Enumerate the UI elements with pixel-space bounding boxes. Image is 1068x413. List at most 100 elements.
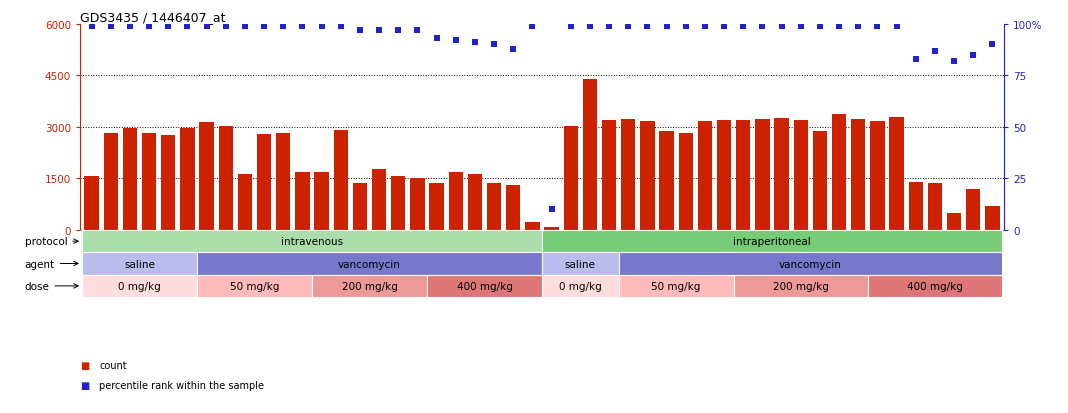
Point xyxy=(409,28,426,34)
Bar xyxy=(618,275,734,297)
Text: 50 mg/kg: 50 mg/kg xyxy=(651,281,701,291)
Bar xyxy=(541,230,1002,253)
Text: vancomycin: vancomycin xyxy=(339,259,400,269)
Bar xyxy=(986,206,1000,230)
Bar xyxy=(391,176,406,230)
Bar xyxy=(870,121,884,230)
Text: 0 mg/kg: 0 mg/kg xyxy=(559,281,601,291)
Bar xyxy=(755,120,770,230)
Point xyxy=(735,24,752,30)
Bar xyxy=(813,132,827,230)
Bar xyxy=(851,120,865,230)
Bar xyxy=(276,134,290,230)
Bar xyxy=(717,121,732,230)
Point xyxy=(600,24,617,30)
Bar xyxy=(564,126,578,230)
Bar xyxy=(734,275,868,297)
Bar xyxy=(909,183,923,230)
Point xyxy=(274,24,292,30)
Text: dose: dose xyxy=(25,281,78,291)
Bar xyxy=(427,275,541,297)
Bar xyxy=(468,175,482,230)
Bar xyxy=(142,134,156,230)
Text: 400 mg/kg: 400 mg/kg xyxy=(907,281,963,291)
Bar xyxy=(257,135,271,230)
Text: count: count xyxy=(99,361,127,370)
Point xyxy=(83,24,100,30)
Bar xyxy=(197,275,312,297)
Bar xyxy=(947,214,961,230)
Point xyxy=(160,24,177,30)
Point xyxy=(467,40,484,47)
Bar xyxy=(868,275,1002,297)
Text: 400 mg/kg: 400 mg/kg xyxy=(457,281,513,291)
Point xyxy=(984,42,1001,49)
Text: vancomycin: vancomycin xyxy=(779,259,842,269)
Point xyxy=(658,24,675,30)
Bar xyxy=(200,122,214,230)
Bar xyxy=(197,253,541,275)
Text: agent: agent xyxy=(25,259,78,269)
Point xyxy=(294,24,311,30)
Bar xyxy=(545,227,559,230)
Point xyxy=(217,24,234,30)
Bar xyxy=(295,172,310,230)
Text: protocol: protocol xyxy=(25,237,78,247)
Point xyxy=(812,24,829,30)
Point xyxy=(773,24,790,30)
Bar xyxy=(794,121,808,230)
Bar xyxy=(312,275,427,297)
Bar xyxy=(104,134,117,230)
Bar xyxy=(602,121,616,230)
Bar xyxy=(84,177,98,230)
Point xyxy=(945,59,962,65)
Point xyxy=(332,24,349,30)
Bar xyxy=(659,132,674,230)
Bar xyxy=(640,121,655,230)
Point xyxy=(792,24,810,30)
Point xyxy=(581,24,598,30)
Bar xyxy=(678,134,693,230)
Bar xyxy=(372,169,387,230)
Point xyxy=(371,28,388,34)
Bar xyxy=(622,120,635,230)
Point xyxy=(926,48,943,55)
Text: ■: ■ xyxy=(80,380,90,390)
Bar xyxy=(123,129,137,230)
Bar xyxy=(506,186,520,230)
Point xyxy=(524,24,541,30)
Point xyxy=(178,24,195,30)
Bar xyxy=(314,172,329,230)
Bar xyxy=(890,117,904,230)
Point xyxy=(619,24,637,30)
Point xyxy=(964,52,981,59)
Bar xyxy=(618,253,1002,275)
Text: 0 mg/kg: 0 mg/kg xyxy=(119,281,161,291)
Point xyxy=(351,28,368,34)
Text: saline: saline xyxy=(124,259,155,269)
Bar xyxy=(697,121,712,230)
Point xyxy=(831,24,848,30)
Text: saline: saline xyxy=(565,259,596,269)
Bar xyxy=(82,275,197,297)
Text: 200 mg/kg: 200 mg/kg xyxy=(773,281,829,291)
Point xyxy=(141,24,158,30)
Point xyxy=(754,24,771,30)
Bar xyxy=(410,178,425,230)
Bar xyxy=(333,131,348,230)
Bar xyxy=(161,136,175,230)
Point xyxy=(390,28,407,34)
Bar xyxy=(238,175,252,230)
Bar xyxy=(180,129,194,230)
Bar xyxy=(541,275,618,297)
Point xyxy=(486,42,503,49)
Point xyxy=(543,206,560,213)
Bar xyxy=(429,183,444,230)
Point xyxy=(428,36,445,43)
Point xyxy=(889,24,906,30)
Text: GDS3435 / 1446407_at: GDS3435 / 1446407_at xyxy=(80,11,225,24)
Text: ■: ■ xyxy=(80,361,90,370)
Bar xyxy=(487,183,501,230)
Point xyxy=(447,38,465,45)
Bar xyxy=(352,183,367,230)
